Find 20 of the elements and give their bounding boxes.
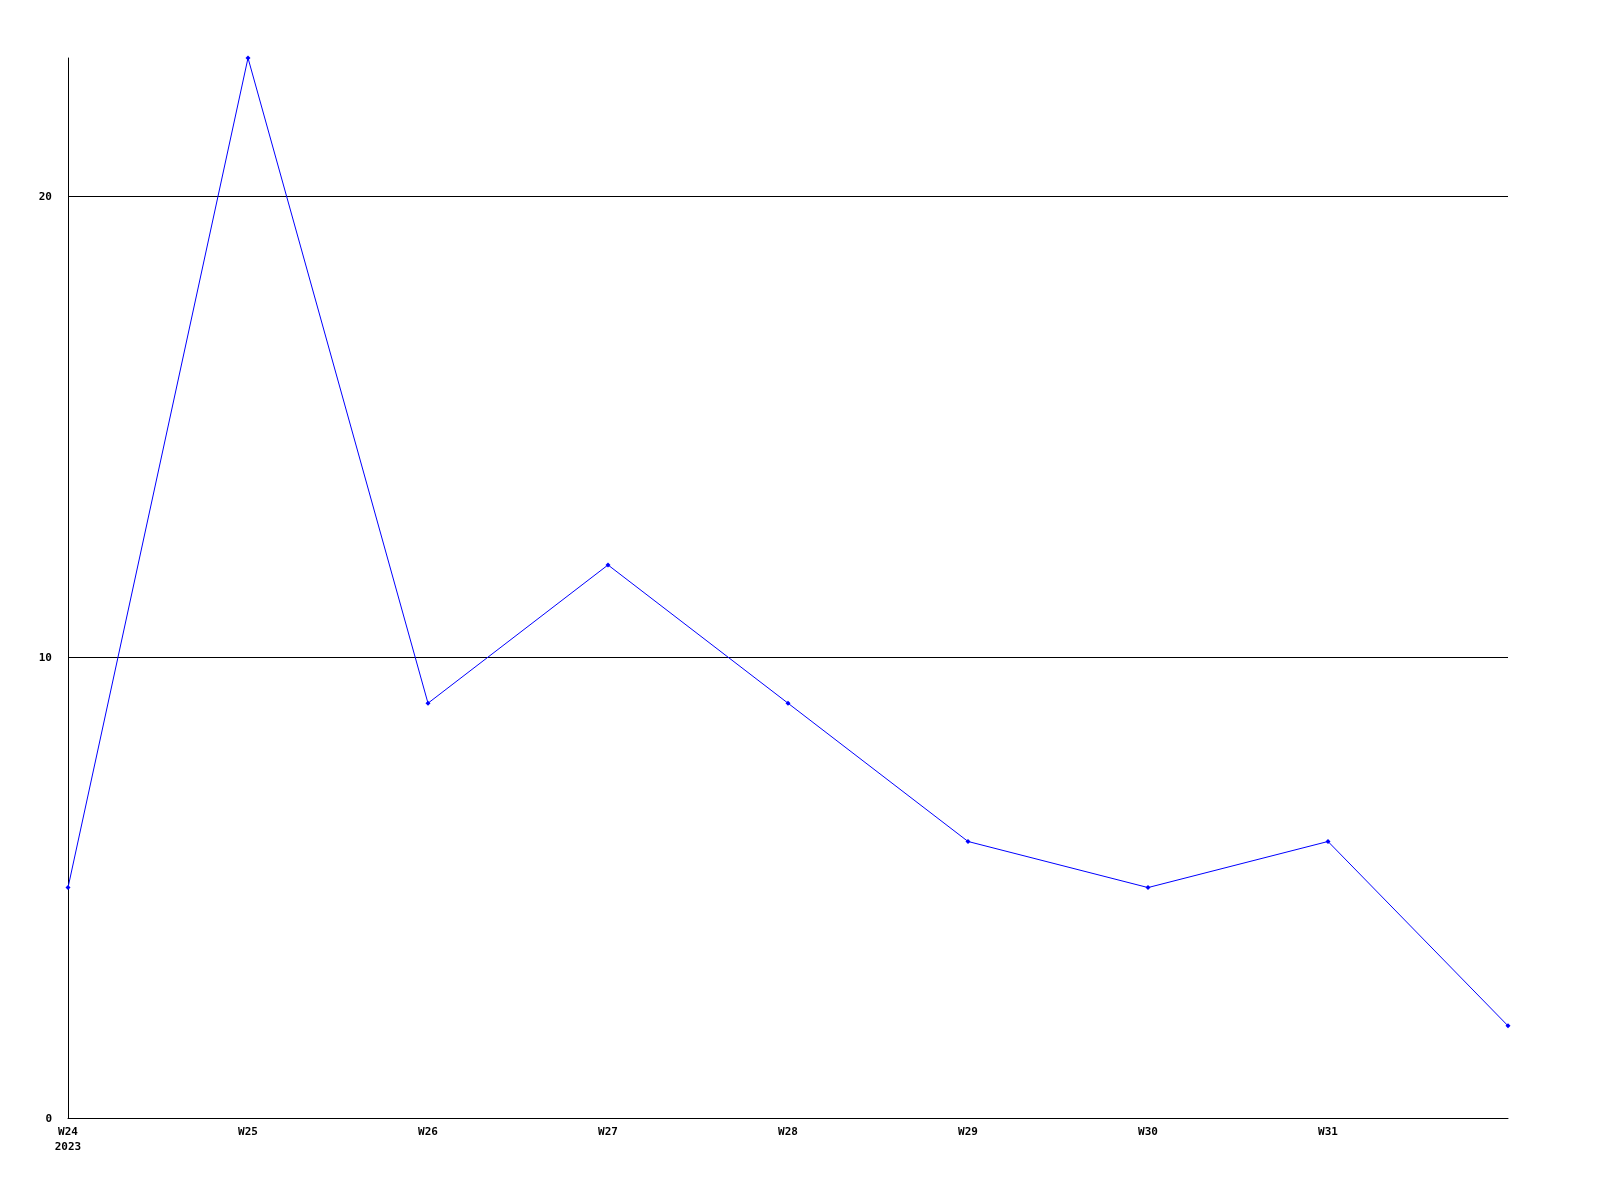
x-tick-label: W28 [778,1125,798,1138]
point [1505,1023,1511,1029]
y-tick-label: 20 [38,189,52,203]
point [65,885,71,891]
x-tick-label: W24 2023 [54,1125,82,1153]
x-tick-label: W31 [1318,1125,1339,1138]
y-tick-label: 0 [45,1111,52,1125]
x-tick-label: W29 [958,1125,978,1138]
point [785,700,791,706]
x-tick-label: W27 [598,1125,618,1138]
point [245,55,251,61]
y-tick-label: 10 [38,650,52,664]
point [425,700,431,706]
point [605,562,611,568]
x-tick-label: W26 [418,1125,439,1138]
x-tick-label: W25 [238,1125,258,1138]
point [965,838,971,844]
x-tick-label: W30 [1138,1125,1158,1138]
point [1325,838,1331,844]
point [1145,885,1151,891]
